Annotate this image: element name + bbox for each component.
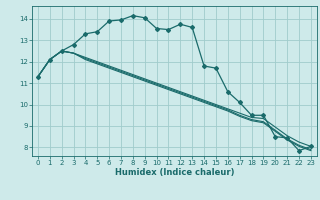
X-axis label: Humidex (Indice chaleur): Humidex (Indice chaleur) bbox=[115, 168, 234, 177]
